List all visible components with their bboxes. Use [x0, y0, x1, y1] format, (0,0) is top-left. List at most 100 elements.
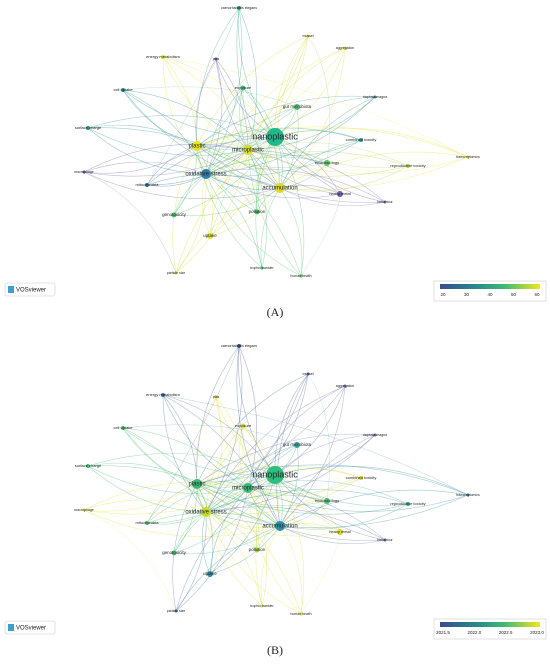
edge	[173, 149, 249, 216]
edges	[83, 7, 469, 277]
node-label: uptake	[203, 571, 217, 576]
edge	[260, 525, 281, 607]
node-label: gut microbiota	[283, 442, 312, 447]
node-label: caenorhabditis elegans	[221, 344, 257, 348]
node	[337, 529, 343, 535]
edge	[196, 145, 302, 277]
node	[266, 128, 284, 146]
edge	[247, 149, 260, 213]
edge	[205, 168, 386, 203]
node	[254, 547, 260, 553]
edge	[196, 145, 258, 213]
edge	[83, 509, 281, 537]
node-label: cell uptake	[113, 425, 133, 430]
edge	[162, 394, 198, 485]
node-label: behaviour	[377, 200, 393, 204]
node	[294, 442, 300, 448]
edge	[279, 385, 346, 527]
edge	[122, 89, 276, 138]
node-label: cell uptake	[113, 87, 133, 92]
edge	[247, 35, 309, 151]
edge	[162, 394, 276, 476]
edge	[162, 56, 276, 138]
edge	[205, 511, 302, 615]
edge	[215, 58, 249, 151]
edge	[122, 427, 276, 476]
node-label: particle size	[167, 271, 186, 275]
edge	[196, 433, 376, 485]
node	[337, 191, 343, 197]
edge	[279, 96, 376, 189]
edge	[122, 89, 249, 151]
node	[82, 170, 86, 174]
node-label: ecotoxicology	[315, 160, 339, 165]
edge	[83, 483, 198, 512]
logo-icon	[8, 624, 14, 631]
edge	[162, 394, 249, 489]
edge	[279, 525, 386, 544]
edge	[83, 171, 177, 274]
edge	[247, 142, 409, 167]
node	[121, 88, 125, 92]
edge	[146, 174, 281, 189]
edge	[274, 474, 386, 541]
edge	[276, 35, 309, 189]
node-label: mitochondria	[136, 520, 160, 525]
edge	[274, 465, 469, 496]
node-label: combined toxicity	[346, 475, 377, 480]
edge	[209, 136, 276, 237]
node	[383, 200, 387, 204]
edge	[215, 396, 281, 527]
node-label: aggregation	[336, 46, 355, 50]
edge	[162, 394, 281, 527]
legend-tick-label: 2022.5	[499, 630, 513, 635]
node-label: oxidative stress	[185, 172, 226, 178]
legend-tick-label: 2021.5	[436, 630, 450, 635]
node	[240, 423, 246, 429]
node-label: plastic	[188, 144, 205, 150]
edge	[173, 136, 276, 216]
node	[294, 104, 300, 110]
legend-bar	[440, 284, 540, 289]
edge	[201, 511, 211, 575]
edge	[238, 345, 257, 489]
edge	[205, 444, 298, 513]
node	[243, 483, 253, 493]
node-label: exposure	[235, 85, 252, 90]
edge	[87, 124, 198, 147]
edge	[122, 89, 207, 175]
edge	[205, 139, 362, 177]
node	[373, 95, 377, 99]
edge	[247, 477, 362, 495]
edge	[196, 483, 409, 515]
edge	[173, 525, 281, 555]
panel-b: nanoplastic microplastic plastic oxidative …	[4, 344, 547, 657]
edge	[209, 525, 281, 575]
node-label: caenorhabditis elegans	[221, 6, 257, 10]
edge	[196, 7, 240, 147]
edge	[122, 424, 298, 446]
edge	[279, 525, 303, 615]
edge	[209, 425, 244, 575]
node	[275, 183, 285, 193]
node-label: mitochondria	[136, 182, 160, 187]
edge	[205, 151, 409, 175]
node-label: pfas	[213, 57, 220, 61]
node-label: transcriptomics	[456, 493, 480, 497]
edge	[175, 173, 207, 274]
edge	[279, 184, 341, 195]
node-label: reproductive toxicity	[390, 501, 425, 506]
node-label: nanoplastic	[252, 131, 298, 141]
edge	[196, 483, 386, 541]
node-label: mussel	[302, 372, 313, 376]
edge	[236, 7, 281, 189]
node-label: nanoplastic	[252, 469, 298, 479]
legend-tick-label: 60	[534, 292, 540, 297]
edge	[279, 106, 299, 189]
edge	[274, 130, 362, 141]
panel-a: nanoplastic microplastic plastic oxidative …	[4, 6, 547, 319]
node-label: surface charge	[75, 125, 102, 130]
edge	[146, 511, 207, 525]
edge	[196, 385, 346, 485]
edge	[247, 487, 341, 533]
